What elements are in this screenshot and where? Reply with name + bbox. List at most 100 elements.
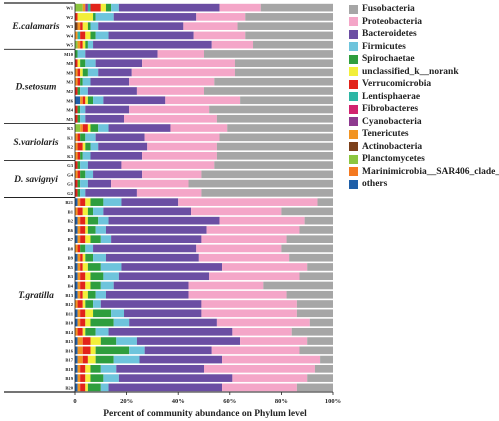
segment-b17-tenericutes	[77, 355, 83, 364]
segment-b12-unclassified-k-norank	[82, 300, 86, 308]
segment-w5-spirochaetae	[85, 40, 88, 49]
segment-k2-firmicutes	[90, 142, 99, 151]
segment-k1-proteobacteria	[144, 133, 220, 142]
segment-b18-proteobacteria	[204, 365, 315, 373]
segment-b13-fusobacteria	[286, 290, 333, 299]
bar-m10	[75, 50, 333, 58]
bar-b10	[75, 318, 333, 327]
segment-k3-fusobacteria	[216, 151, 333, 160]
segment-k2-bacteroidetes	[98, 142, 148, 151]
legend-label-spirochaetae: Spirochaetae	[362, 54, 415, 65]
segment-m9-spirochaetae	[82, 68, 88, 77]
bar-g1	[75, 179, 333, 188]
legend-swatch-bacteroidetes	[349, 29, 358, 39]
segment-g2-proteobacteria	[136, 189, 202, 197]
bar-m8	[75, 59, 333, 68]
legend-item-fibrobacteres: Fibrobacteres	[349, 103, 497, 116]
segment-k1-bacteroidetes	[95, 133, 145, 142]
labels-layer: W1 W2 W3 W4 W5 M10 M8 M9 M3 M2 M6 M4 M5 K5 K1 K2 K3 G3 G4 G…	[11, 6, 341, 405]
bar-b15	[75, 337, 333, 345]
segment-m2-proteobacteria	[136, 87, 204, 95]
segment-b21-proteobacteria	[178, 198, 318, 206]
segment-k1-firmicutes	[85, 133, 96, 142]
segment-b7-verrucomicrobia	[80, 235, 86, 244]
segment-b6-verrucomicrobia	[80, 226, 86, 234]
segment-m8-proteobacteria	[142, 59, 235, 68]
segment-k5-proteobacteria	[170, 124, 228, 132]
segment-b6-tenericutes	[77, 226, 81, 234]
segment-b1-tenericutes	[75, 207, 78, 216]
y-tick-label-m4: M4	[66, 108, 73, 113]
segment-g1-bacteroidetes	[87, 179, 112, 188]
y-tick-label-w2: W2	[66, 15, 74, 20]
segment-m9-firmicutes	[87, 68, 99, 77]
bar-b5	[75, 263, 333, 271]
y-tick-label-b1: B1	[68, 209, 74, 214]
segment-b7-others	[75, 235, 78, 244]
segment-g3-spirochaetae	[77, 161, 81, 169]
segment-b4-verrucomicrobia	[80, 281, 86, 290]
group-label-d-savignyi: D. savignyi	[13, 175, 58, 185]
bar-g4	[75, 170, 333, 179]
segment-b15-spirochaetae	[100, 337, 117, 345]
y-tick-label-b20: B20	[65, 385, 73, 390]
segment-w5-unclassified-k-norank	[82, 40, 86, 49]
segment-m8-fusobacteria	[234, 59, 333, 68]
segment-b15-tenericutes	[77, 337, 83, 345]
segment-b14-proteobacteria	[232, 327, 292, 336]
y-tick-label-m9: M9	[66, 70, 73, 75]
y-tick-label-b2: B2	[68, 219, 74, 224]
segment-b10-fusobacteria	[309, 318, 333, 327]
segment-m2-firmicutes	[80, 87, 88, 95]
segment-m4-proteobacteria	[129, 105, 210, 114]
segment-b2-fusobacteria	[304, 216, 333, 225]
segment-b19-unclassified-k-norank	[85, 374, 91, 382]
segment-b20-bacteroidetes	[108, 383, 223, 392]
segment-m4-spirochaetae	[77, 105, 81, 114]
segment-b2-verrucomicrobia	[80, 216, 86, 225]
segment-k1-fusobacteria	[219, 133, 333, 142]
segment-g2-firmicutes	[80, 189, 86, 197]
segment-b9-firmicutes	[93, 253, 106, 262]
segment-m10-proteobacteria	[157, 50, 204, 58]
segment-b11-proteobacteria	[201, 309, 297, 318]
segment-b3-unclassified-k-norank	[85, 272, 91, 281]
segment-m9-bacteroidetes	[98, 68, 132, 77]
segment-m6-spirochaetae	[87, 96, 94, 105]
segment-b5-firmicutes	[100, 263, 122, 271]
segment-b7-firmicutes	[100, 235, 112, 244]
segment-b20-proteobacteria	[222, 383, 297, 392]
segment-m10-fusobacteria	[204, 50, 333, 58]
segment-b21-others	[75, 198, 78, 206]
segment-b9-spirochaetae	[85, 253, 94, 262]
segment-m10-spirochaetae	[75, 50, 78, 58]
segment-g1-firmicutes	[80, 179, 88, 188]
segment-m3-spirochaetae	[80, 77, 83, 86]
segment-b9-bacteroidetes	[105, 253, 199, 262]
y-tick-label-b21: B21	[65, 200, 73, 205]
legend-label-fusobacteria: Fusobacteria	[362, 4, 415, 15]
legend-item-tenericutes: Tenericutes	[349, 128, 497, 141]
segment-w4-firmicutes	[95, 31, 109, 40]
segment-m6-verrucomicrobia	[82, 96, 86, 105]
segment-b21-fusobacteria	[317, 198, 333, 206]
segment-b18-tenericutes	[77, 365, 81, 373]
segment-b5-others	[75, 263, 78, 271]
segment-w1-firmicutes	[111, 3, 119, 12]
segment-b13-bacteroidetes	[105, 290, 189, 299]
bar-b18	[75, 365, 333, 373]
segment-b16-bacteroidetes	[144, 346, 212, 355]
group-label-s-variolaris: S.variolaris	[13, 138, 58, 148]
segment-m6-others	[75, 96, 81, 105]
segment-b12-firmicutes	[93, 300, 101, 308]
y-tick-label-b17: B17	[65, 358, 73, 363]
legend-swatch-fibrobacteres	[349, 104, 358, 114]
segment-w4-lentisphaerae	[77, 31, 81, 40]
segment-b20-spirochaetae	[87, 383, 101, 392]
segment-b17-others	[75, 355, 78, 364]
segment-m2-spirochaetae	[77, 87, 81, 95]
y-tick-label-g2: G2	[67, 191, 74, 196]
bar-k2	[75, 142, 333, 151]
segment-b10-unclassified-k-norank	[85, 318, 91, 327]
